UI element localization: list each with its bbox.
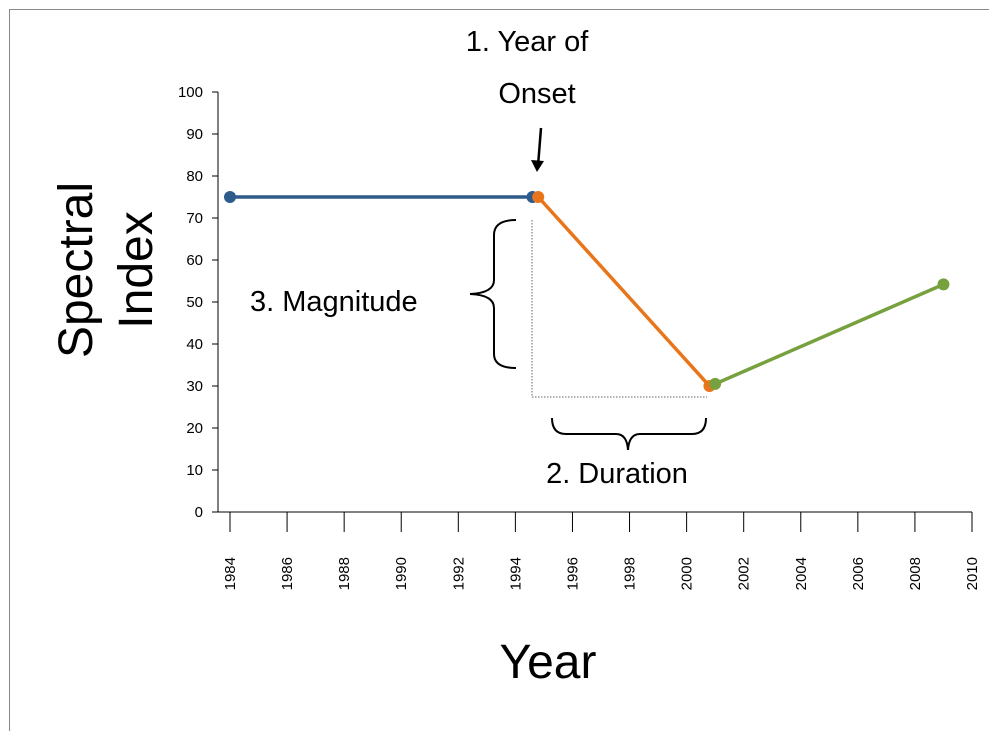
y-tick-label: 30 [186,378,203,395]
marker [709,377,722,390]
y-tick-label: 70 [186,210,203,227]
marker [532,191,545,203]
annotation: 1. Year of [466,26,589,58]
y-tick-label: 40 [186,336,203,353]
marker [937,278,950,291]
y-tick-label: 60 [186,252,203,269]
x-tick-label: 2002 [736,557,753,590]
arrow [536,127,543,167]
y-tick-label: 10 [186,462,203,479]
x-tick-label: 1998 [622,557,639,590]
x-tick-label: 1990 [393,557,410,590]
y-tick-label: 100 [178,84,203,101]
guide-line [531,220,707,398]
x-tick-label: 2008 [907,557,924,590]
brace [469,219,517,369]
x-axis-label: Year [500,636,597,689]
y-axis-label: Index [110,211,163,328]
annotation: Onset [498,78,575,110]
line [536,195,711,388]
x-tick-label: 2004 [793,557,810,590]
x-tick-label: 1986 [279,557,296,590]
marker [224,191,236,203]
x-tick-label: 1984 [222,557,239,590]
annotation: 2. Duration [546,458,688,490]
x-tick-label: 2010 [964,557,981,590]
brace [551,417,707,451]
x-tick-label: 2000 [679,557,696,590]
y-tick-label: 90 [186,126,203,143]
frame [9,9,989,731]
x-tick-label: 1996 [564,557,581,590]
arrow-head [531,160,544,172]
y-tick-label: 80 [186,168,203,185]
line [714,282,945,386]
y-tick-label: 20 [186,420,203,437]
y-tick-label: 50 [186,294,203,311]
y-axis-label: Spectral [50,182,103,358]
x-tick-label: 2006 [850,557,867,590]
x-tick-label: 1994 [507,557,524,590]
x-tick-label: 1988 [336,557,353,590]
y-tick-label: 0 [195,504,203,521]
annotation-shapes [469,127,707,451]
annotation: 3. Magnitude [250,286,418,318]
x-tick-label: 1992 [450,557,467,590]
